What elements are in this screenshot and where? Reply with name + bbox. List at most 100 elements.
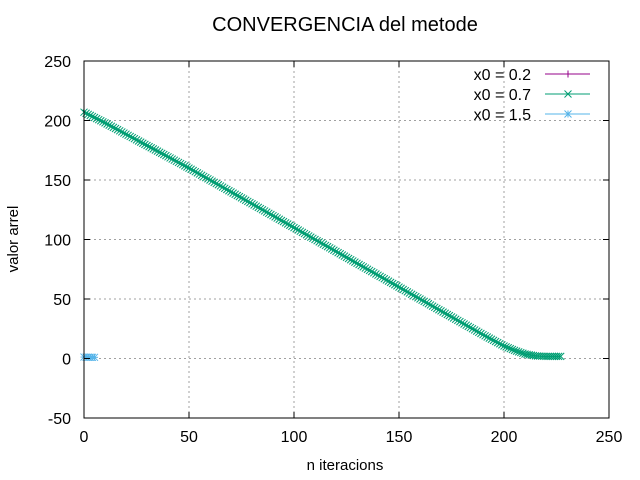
data-point [489,336,498,345]
data-point [260,207,269,215]
data-point [380,274,389,283]
data-point [264,209,273,218]
data-point [321,241,330,250]
data-point [344,254,353,263]
data-point [239,195,248,203]
data-point [298,228,307,237]
data-point [334,248,342,257]
data-point [460,320,468,328]
data-point [166,154,174,162]
data-point [126,132,135,141]
data-point [109,123,118,132]
data-point [290,223,298,232]
data-point [90,113,99,122]
data-point [453,316,462,325]
data-point [472,327,481,335]
data-point [367,267,376,276]
data-point [510,346,519,355]
y-tick-label: 0 [62,352,71,369]
data-point [90,353,99,362]
data-point [145,142,153,151]
data-point [382,276,391,284]
data-point [407,290,416,299]
data-point [122,130,130,139]
data-point [201,173,210,182]
legend-marker [564,70,572,78]
data-point [193,169,202,177]
data-point [143,141,151,150]
data-point [374,271,382,280]
data-point [348,257,357,265]
data-point [420,297,429,306]
data-point [227,188,235,196]
data-point [401,286,410,295]
data-point [395,283,403,291]
data-point [256,204,265,213]
data-point [311,235,319,244]
data-point [323,242,332,251]
y-tick-label: -50 [48,411,71,428]
data-point [283,220,292,228]
data-point [120,129,128,137]
data-point [164,152,172,161]
data-point [426,301,435,309]
data-point [254,203,263,212]
data-point [338,251,347,259]
data-point [384,277,393,286]
data-point [170,156,179,165]
data-point [250,201,258,209]
data-point [235,192,244,201]
x-axis-label: n iteracions [307,457,384,474]
data-point [151,146,160,154]
data-point [378,273,387,282]
data-point [147,143,156,152]
data-point [390,280,399,289]
data-point [233,191,242,200]
data-point [514,347,523,356]
data-point [275,215,284,224]
data-point [281,218,290,227]
data-point [302,230,311,239]
data-point [411,292,420,301]
data-point [267,210,275,219]
data-point [403,288,412,296]
data-point [107,122,116,131]
data-point [441,309,450,318]
data-point [189,166,198,175]
data-point [359,263,368,271]
data-point [279,217,288,226]
data-point [424,299,433,308]
x-tick-label: 100 [281,429,308,446]
legend: x0 = 0.2 x0 = 0.7 x0 = 1.5 [474,67,590,124]
data-point [96,116,105,125]
data-point [183,163,191,171]
data-point [237,193,246,202]
data-point [451,315,460,324]
data-point [422,298,431,307]
data-point [248,199,256,208]
data-point [351,258,359,266]
data-point [504,343,513,352]
data-point [399,285,408,294]
series-layer [80,108,565,362]
data-point [204,174,212,183]
data-point [191,167,200,176]
series-3 [80,353,99,362]
data-point [319,240,328,249]
data-point [458,318,466,327]
data-point [197,171,206,180]
y-tick-label: 200 [44,114,71,131]
data-point [292,224,300,233]
data-point [300,229,309,238]
data-point [327,245,336,253]
data-point [210,178,219,187]
data-point [397,284,405,293]
data-point [449,314,458,322]
data-point [99,117,107,126]
data-point [376,272,384,281]
x-tick-label: 50 [180,429,198,446]
data-point [229,189,237,197]
data-point [176,159,185,168]
data-point [346,255,355,264]
